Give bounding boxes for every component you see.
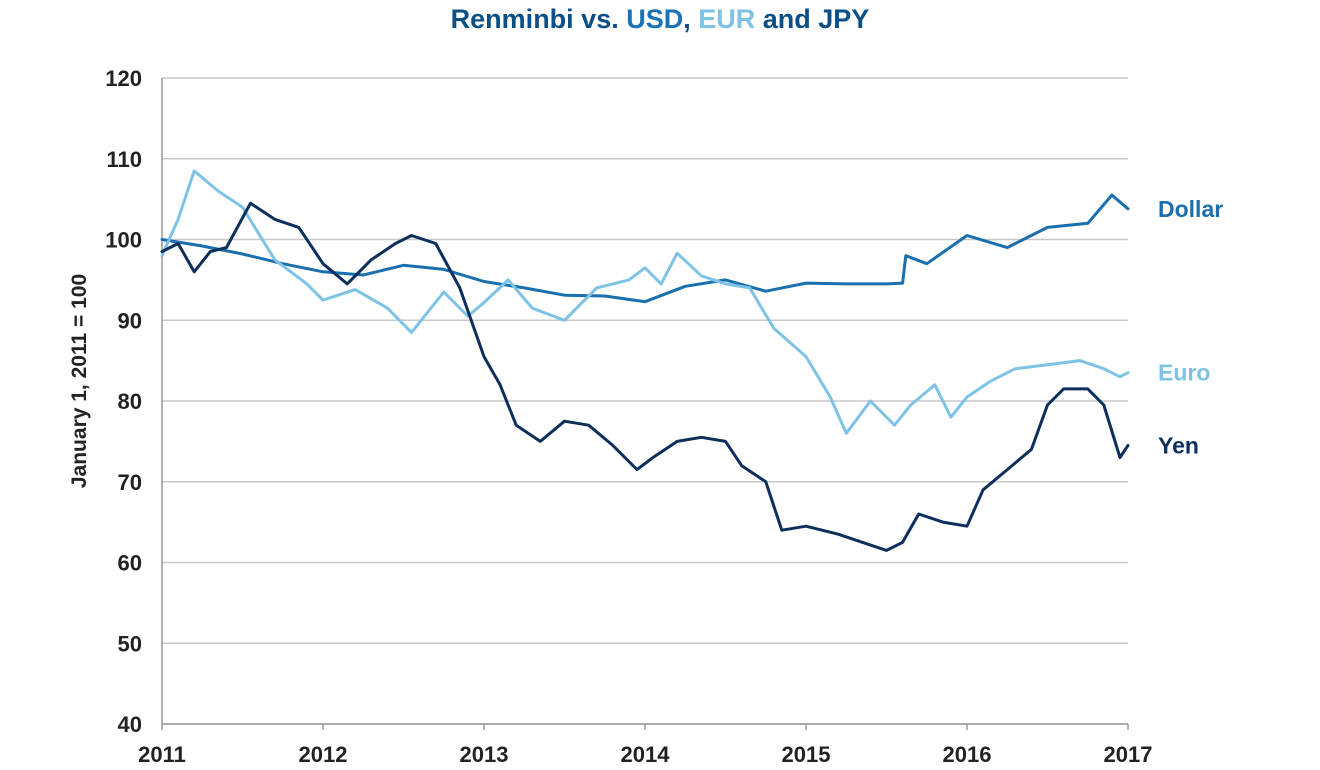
chart-title-part-2: , — [683, 4, 699, 34]
x-tick-label: 2011 — [138, 742, 186, 767]
y-tick-label: 80 — [118, 389, 142, 414]
y-tick-label: 50 — [118, 631, 142, 656]
chart-title-part-4: and JPY — [755, 4, 870, 34]
y-tick-label: 40 — [118, 712, 142, 737]
x-tick-label: 2014 — [621, 742, 671, 767]
y-tick-label: 70 — [118, 470, 142, 495]
y-tick-label: 90 — [118, 308, 142, 333]
series-labels: Dollar Euro Yen — [1158, 196, 1223, 459]
series-label-yen: Yen — [1158, 432, 1199, 458]
chart-title: Renminbi vs. USD, EUR and JPY — [0, 4, 1320, 35]
x-tick-label: 2013 — [460, 742, 509, 767]
series-line-dollar — [160, 193, 1130, 304]
x-tick-label: 2012 — [299, 742, 348, 767]
series-line-yen — [160, 201, 1130, 552]
x-tick-label: 2015 — [782, 742, 831, 767]
series-line-euro — [160, 169, 1130, 435]
chart-title-part-1: USD — [626, 4, 684, 34]
chart-title-part-3: EUR — [698, 4, 756, 34]
axes: 40 50 60 70 80 90 100 110 120 2011 2012 2013 2014 201… — [68, 66, 1152, 767]
series-label-euro: Euro — [1158, 360, 1210, 386]
gridlines — [162, 77, 1128, 725]
series-lines — [160, 169, 1130, 552]
x-tick-label: 2016 — [943, 742, 992, 767]
chart-title-part-0: Renminbi vs. — [450, 4, 627, 34]
y-axis-label: January 1, 2011 = 100 — [68, 274, 91, 488]
x-tick-label: 2017 — [1104, 742, 1153, 767]
y-tick-label: 120 — [105, 66, 142, 91]
series-label-dollar: Dollar — [1158, 196, 1223, 222]
y-tick-label: 60 — [118, 551, 142, 576]
y-tick-label: 110 — [107, 147, 143, 172]
y-tick-label: 100 — [105, 228, 142, 253]
